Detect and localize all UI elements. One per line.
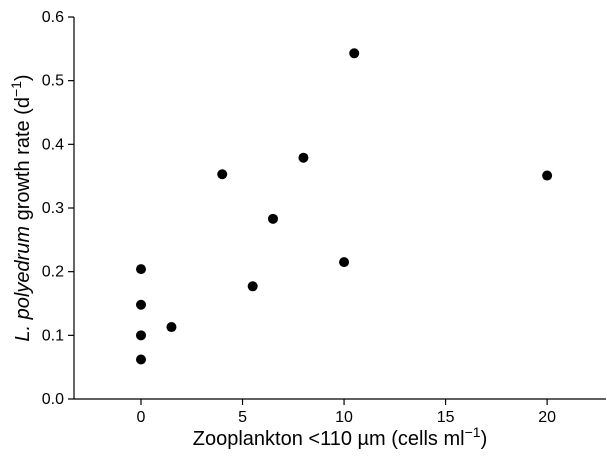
data-point (349, 48, 360, 59)
data-point (136, 330, 147, 341)
data-point (298, 152, 309, 163)
data-point (542, 170, 553, 181)
y-ticks: 0.0 0.1 0.2 0.3 0.4 0.5 0.6 (42, 9, 74, 408)
x-tick-label: 20 (538, 409, 556, 426)
y-tick-label: 0.1 (42, 327, 64, 344)
y-tick-label: 0.0 (42, 391, 64, 408)
data-point (217, 169, 228, 180)
data-point (166, 322, 177, 333)
data-point (267, 213, 278, 224)
y-tick-label: 0.3 (42, 200, 64, 217)
data-point (136, 299, 147, 310)
data-point (136, 264, 147, 275)
y-tick-label: 0.2 (42, 264, 64, 281)
x-tick-label: 0 (137, 409, 146, 426)
x-ticks: 0 5 10 15 20 (137, 399, 556, 426)
data-points (136, 48, 553, 365)
y-tick-label: 0.4 (42, 136, 64, 153)
data-point (136, 354, 147, 365)
x-tick-label: 15 (437, 409, 455, 426)
axes (73, 17, 606, 400)
x-tick-label: 10 (335, 409, 353, 426)
x-tick-label: 5 (238, 409, 247, 426)
y-tick-label: 0.5 (42, 73, 64, 90)
y-axis-label: L. polyedrum growth rate (d−1) (8, 74, 34, 341)
data-point (247, 281, 258, 292)
data-point (339, 257, 350, 268)
x-axis-label: Zooplankton <110 µm (cells ml−1) (193, 424, 487, 450)
y-tick-label: 0.6 (42, 9, 64, 26)
